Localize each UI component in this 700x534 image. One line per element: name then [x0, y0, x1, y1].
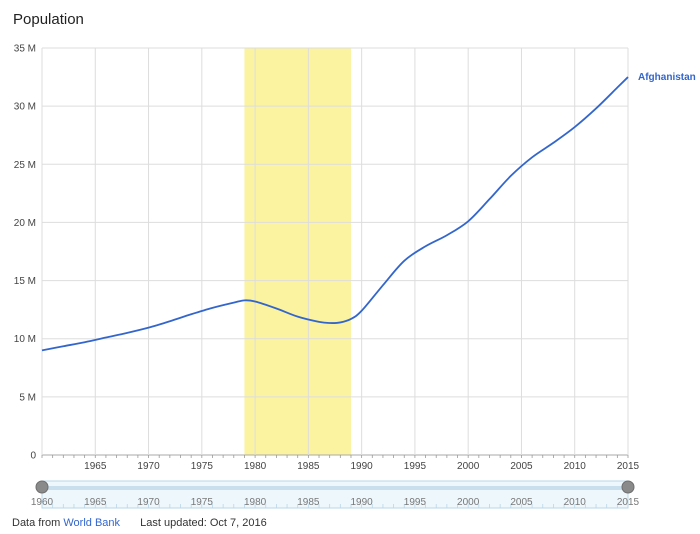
series-line-afghanistan	[41, 76, 629, 352]
series-label-afghanistan: Afghanistan	[638, 72, 696, 83]
range-tick-label: 1995	[404, 497, 427, 508]
x-tick-label: 1965	[84, 461, 107, 472]
x-tick-label: 1990	[351, 461, 374, 472]
x-tick-label: 2005	[510, 461, 533, 472]
x-tick-label: 2000	[457, 461, 480, 472]
x-tick-label: 1970	[137, 461, 160, 472]
range-tick-label: 1970	[137, 497, 160, 508]
range-handle-end[interactable]	[621, 480, 635, 494]
chart-footer: Data from World Bank Last updated: Oct 7…	[12, 517, 267, 529]
y-tick-label: 20 M	[14, 218, 36, 229]
y-tick-label: 15 M	[14, 276, 36, 287]
chart-title: Population	[13, 11, 84, 28]
highlight-band	[244, 48, 351, 455]
x-tick-label: 1975	[191, 461, 214, 472]
source-prefix: Data from	[12, 517, 61, 529]
y-tick-label: 35 M	[14, 44, 36, 55]
range-tick-label: 2010	[564, 497, 587, 508]
label-layer: Afghanistan	[638, 72, 696, 83]
range-tick-label: 2005	[510, 497, 533, 508]
y-tick-label: 30 M	[14, 102, 36, 113]
y-tick-label: 25 M	[14, 160, 36, 171]
world-bank-link[interactable]: World Bank	[63, 517, 121, 529]
range-track	[41, 480, 629, 509]
range-tick-label: 1990	[351, 497, 374, 508]
y-tick-label: 5 M	[19, 392, 36, 403]
x-tick-label: 2015	[617, 461, 640, 472]
x-tick-label: 1985	[297, 461, 320, 472]
range-tick-label: 1975	[191, 497, 214, 508]
range-selector: 1960 1965 1970 1975 1980 1985 1990 1995 2000 2005…	[31, 480, 640, 509]
y-tick-label: 0	[30, 451, 36, 462]
range-handle-start[interactable]	[35, 480, 49, 494]
range-bar	[42, 486, 628, 490]
range-tick-label: 1985	[297, 497, 320, 508]
x-tick-label: 2010	[564, 461, 587, 472]
series-layer	[41, 76, 629, 352]
range-tick-label: 1960	[31, 497, 54, 508]
axis-layer: 0 5 M 10 M 15 M 20 M 25 M 30 M 35 M 1965 1970 1975…	[14, 44, 640, 473]
range-tick-label: 2000	[457, 497, 480, 508]
grid-layer	[41, 47, 629, 456]
x-tick-label: 1980	[244, 461, 267, 472]
range-tick-label: 1965	[84, 497, 107, 508]
highlight-band-layer	[244, 48, 351, 455]
range-tick-label: 1980	[244, 497, 267, 508]
y-tick-label: 10 M	[14, 334, 36, 345]
last-updated: Last updated: Oct 7, 2016	[140, 517, 267, 529]
x-tick-label: 1995	[404, 461, 427, 472]
range-tick-label: 2015	[617, 497, 640, 508]
